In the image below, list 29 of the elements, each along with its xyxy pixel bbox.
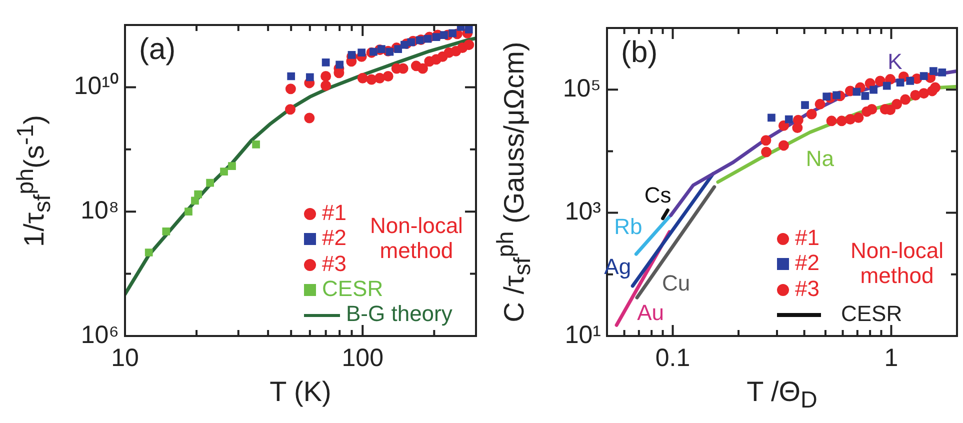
legend-title: Non-local method: [850, 238, 944, 288]
chart-title: (b): [621, 36, 658, 70]
y-tick-label: 10⁵: [562, 74, 601, 102]
legend-label: #3: [794, 276, 820, 301]
y-tick-label: 10⁸: [80, 196, 119, 224]
x-tick-label: 100: [342, 344, 384, 372]
y-tick-label: 10¹⁰: [74, 72, 119, 100]
y-tick-label: 10¹: [564, 320, 601, 349]
legend-title: Non-local method: [369, 212, 464, 264]
legend-label: #1: [321, 200, 346, 226]
series-label: K: [888, 49, 903, 74]
chart-title: (a): [139, 33, 176, 67]
series-label: Rb: [614, 214, 642, 240]
x-axis-title: T /Θ$_{D}$: [746, 376, 818, 414]
x-tick-label: 1: [884, 344, 898, 372]
y-tick-label: 10³: [564, 198, 601, 226]
legend-label: #1: [794, 225, 820, 250]
legend-label: B-G theory: [345, 301, 454, 326]
series-label: Na: [806, 146, 835, 172]
series-label: Cu: [662, 270, 690, 296]
legend-label: CESR: [321, 276, 384, 302]
series-label: Cs: [644, 182, 672, 208]
legend-label: #3: [321, 250, 346, 276]
annotation: CESR: [841, 300, 904, 326]
x-axis-title: T (K): [270, 376, 332, 408]
legend-label: #2: [794, 250, 820, 276]
series-label: Au: [637, 300, 664, 326]
legend-label: #2: [321, 225, 346, 251]
x-tick-label: 0.1: [655, 344, 690, 372]
